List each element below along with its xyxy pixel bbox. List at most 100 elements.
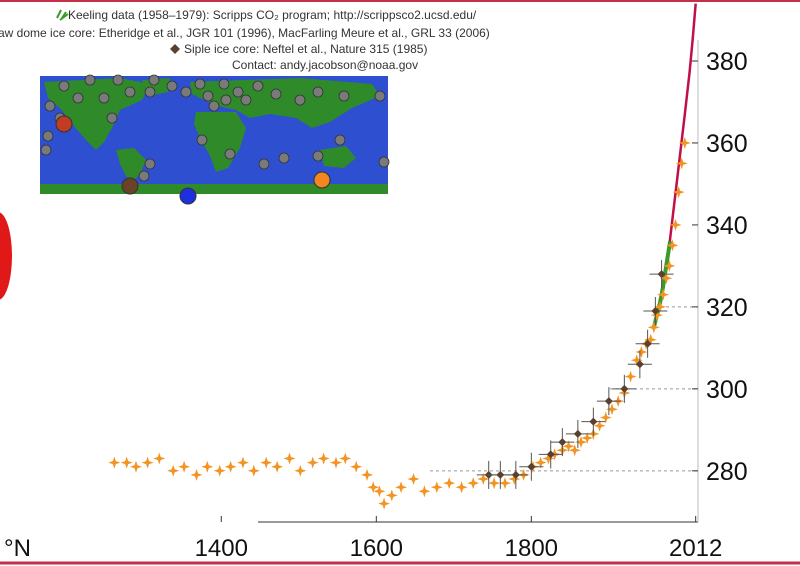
law-dome-point <box>237 456 249 469</box>
law-dome-point <box>247 464 260 477</box>
map-land-antarctica <box>40 184 388 194</box>
siple-point <box>511 470 520 479</box>
x-tick-label: 1400 <box>195 535 248 562</box>
map-site-dot <box>202 90 214 102</box>
siple-point <box>546 450 555 459</box>
map-site-dot <box>44 100 56 112</box>
siple-point <box>620 384 629 393</box>
y-tick-label: 360 <box>706 130 748 158</box>
law-dome-point <box>660 272 673 285</box>
keeling-legend-marker <box>56 9 69 21</box>
law-dome-point <box>373 485 386 498</box>
law-dome-point <box>130 460 142 473</box>
map-site-south-pole <box>179 187 197 205</box>
law-dome-point <box>606 403 618 416</box>
siple-legend-marker <box>170 44 180 54</box>
law-dome-point <box>201 460 214 473</box>
siple-point <box>657 270 666 279</box>
map-site-highlight <box>55 115 73 133</box>
law-dome-point <box>213 464 226 477</box>
modern-line <box>652 3 697 328</box>
law-dome-point <box>361 468 373 481</box>
map-site-dot <box>166 80 178 92</box>
law-dome-point <box>190 468 203 481</box>
law-dome-point <box>542 452 555 465</box>
map-site-dot <box>218 78 230 90</box>
law-dome-point <box>108 456 121 469</box>
y-tick-label: 280 <box>706 458 748 486</box>
law-dome-point <box>385 489 398 502</box>
map-site-dot <box>144 86 156 98</box>
law-dome-point <box>647 321 660 334</box>
map-site-dot <box>240 94 252 106</box>
siple-point <box>604 397 613 406</box>
law-dome-point <box>488 477 501 490</box>
map-site-dot <box>374 90 386 102</box>
map-site-dot <box>252 80 264 92</box>
law-dome-point <box>534 456 547 469</box>
y-ticks: 280 300 320 340 360 380 <box>692 48 748 486</box>
x-ticks: 1400 1600 1800 2012 <box>195 516 722 562</box>
law-dome-point <box>294 464 307 477</box>
sampling-map-inset <box>40 74 390 205</box>
law-dome-point <box>317 452 330 465</box>
law-dome-point <box>283 452 296 465</box>
map-site-dot <box>98 92 110 104</box>
law-dome-point <box>624 370 637 383</box>
map-site-dot <box>224 148 236 160</box>
siple-point <box>496 470 505 479</box>
law-dome-point <box>508 473 521 485</box>
law-dome-point <box>378 497 391 510</box>
law-dome-point <box>650 309 663 322</box>
law-dome-point <box>663 259 676 272</box>
law-dome-point <box>635 346 648 358</box>
law-dome-point <box>339 452 352 465</box>
siple-point <box>651 306 660 315</box>
law-dome-point <box>672 186 685 199</box>
map-land-south-america <box>116 148 146 182</box>
siple-point <box>643 339 652 348</box>
law-dome-point <box>675 157 688 170</box>
law-dome-point <box>666 239 679 252</box>
map-site-dot <box>220 94 232 106</box>
x-tick-label: 1800 <box>505 535 558 562</box>
map-site-law-dome <box>313 171 331 189</box>
x-tick-label: 1600 <box>350 535 403 562</box>
law-dome-point <box>167 464 180 477</box>
map-site-dot <box>378 156 390 168</box>
law-dome-point <box>599 411 612 424</box>
map-site-dot <box>148 74 160 86</box>
law-dome-credit: aw dome ice core: Etheridge et al., JGR … <box>0 26 490 40</box>
y-tick-label: 320 <box>706 294 748 322</box>
law-dome-point <box>455 481 468 494</box>
map-site-dot <box>196 134 208 146</box>
law-dome-point <box>499 477 511 490</box>
map-site-dot <box>312 150 324 162</box>
law-dome-point <box>657 288 670 301</box>
law-dome-point <box>593 419 606 432</box>
map-site-dot <box>278 152 290 164</box>
map-site-dot <box>84 74 96 86</box>
law-dome-point <box>120 456 133 469</box>
law-dome-point <box>418 485 431 498</box>
siple-point <box>558 438 567 447</box>
x-axis-edge-label: °N <box>4 535 31 562</box>
map-site-dot <box>106 112 118 124</box>
law-dome-point <box>350 460 363 473</box>
law-dome-point <box>669 218 682 231</box>
law-dome-point <box>568 444 581 457</box>
keeling-credit: Keeling data (1958–1979): Scripps CO₂ pr… <box>68 8 477 22</box>
law-dome-point <box>260 456 273 469</box>
map-land-north-america <box>44 78 150 150</box>
map-site-dot <box>232 86 244 98</box>
siple-credit: Siple ice core: Neftel et al., Nature 31… <box>184 42 428 56</box>
contact-credit: Contact: andy.jacobson@noaa.gov <box>232 58 419 72</box>
siple-point <box>589 417 598 426</box>
y-tick-label: 340 <box>706 212 748 240</box>
law-dome-point <box>141 456 154 469</box>
map-site-dot <box>112 74 124 86</box>
law-dome-point <box>306 456 319 469</box>
law-dome-point <box>271 460 284 473</box>
map-site-dot <box>270 88 282 100</box>
